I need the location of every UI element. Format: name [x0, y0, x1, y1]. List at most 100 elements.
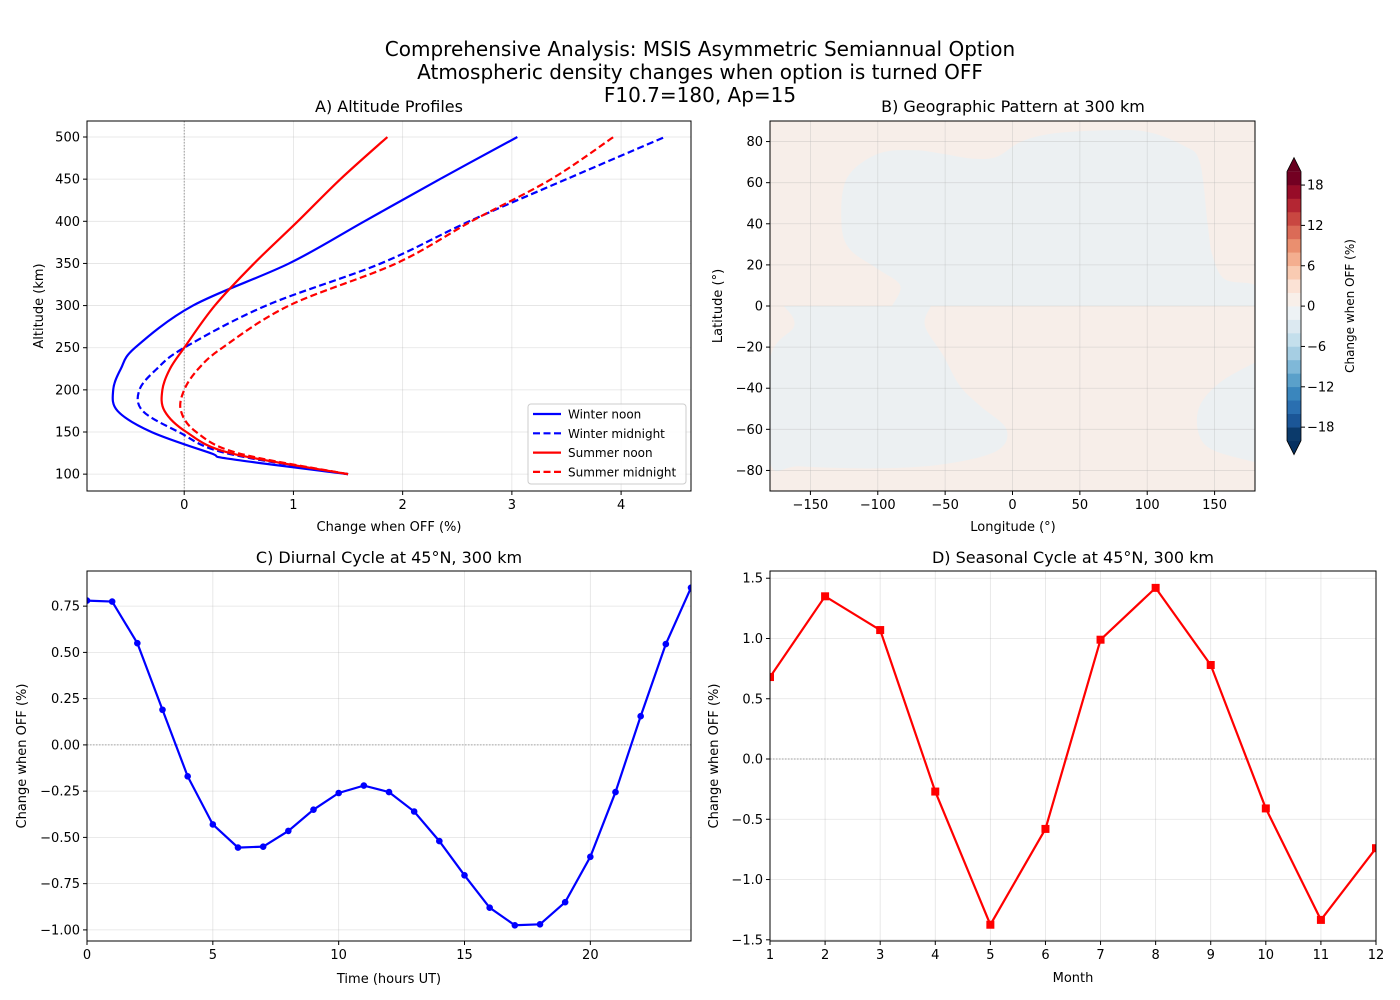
x-tick-label: −50: [931, 498, 958, 513]
y-tick-label: 80: [746, 135, 763, 150]
y-tick-label: 450: [55, 173, 80, 188]
colorbar-bin: [1287, 225, 1301, 240]
panel-a-ylabel: Altitude (km): [32, 263, 47, 348]
colorbar-bin: [1287, 171, 1301, 186]
data-point-marker: [1261, 804, 1270, 813]
x-tick-label: 0: [1008, 498, 1016, 513]
legend-box: [527, 403, 687, 485]
axes-frame: [769, 120, 1256, 492]
colorbar-extend-max: [1287, 157, 1301, 172]
panel-d-seasonal-cycle: 1 2 3 4 5 6 7 8 9 10 11 12−1.5−1.0−0.50.00.51.01.5: [731, 570, 1384, 963]
y-tick-label: 0.5: [742, 692, 763, 707]
panel-b-xlabel: Longitude (°): [970, 520, 1055, 535]
colorbar-bin: [1287, 319, 1301, 334]
data-point-marker: [461, 872, 468, 879]
x-tick-label: 3: [508, 498, 516, 513]
colorbar-bin: [1287, 198, 1301, 213]
contour-negative-region: [1196, 362, 1255, 463]
figure-title-line-3: F10.7=180, Ap=15: [604, 83, 796, 107]
panel-c-diurnal-cycle: 0 5 10 15 20 −1.00 −0.75 −0.50 −0.25 0.00 0.25 0.50…: [40, 570, 692, 963]
data-point-marker: [209, 821, 217, 828]
data-point-marker: [234, 844, 242, 851]
x-tick-label: 1: [766, 948, 774, 963]
plot-marks: [87, 584, 691, 929]
data-point-marker: [1206, 661, 1215, 670]
gridlines: [770, 121, 1255, 491]
x-tick-label: −100: [860, 498, 896, 513]
y-tick-label: 200: [55, 383, 80, 398]
x-tick-label: 0: [180, 498, 188, 513]
colorbar-bin: [1287, 333, 1301, 347]
y-tick-label: 400: [55, 215, 80, 230]
y-tick-label: 20: [746, 258, 763, 273]
figure-title-line-2: Atmospheric density changes when option …: [417, 60, 983, 84]
colorbar-bin: [1287, 346, 1301, 361]
panel-d-ylabel: Change when OFF (%): [707, 684, 722, 829]
colorbar-bin: [1287, 292, 1301, 307]
series-line: [87, 587, 691, 927]
x-tick-label: 9: [1207, 948, 1215, 963]
y-tick-label: 500: [55, 131, 80, 146]
data-point-marker: [87, 597, 91, 604]
contour-negative-region: [841, 129, 1255, 306]
x-tick-label: 5: [209, 948, 217, 963]
x-tick-label: 2: [399, 498, 407, 513]
y-tick-label: −1.00: [40, 923, 80, 938]
colorbar-outline: [1286, 156, 1302, 456]
x-tick-label: 10: [1258, 948, 1275, 963]
data-point-marker: [662, 640, 670, 648]
colorbar-bin: [1287, 386, 1301, 401]
colorbar-tick-label: 12: [1307, 219, 1324, 234]
y-tick-label: 1.5: [742, 572, 763, 587]
x-tick-label: 6: [1041, 948, 1049, 963]
x-tick-label: 4: [617, 498, 625, 513]
x-tick-label: 3: [876, 948, 884, 963]
data-point-marker: [1096, 635, 1105, 644]
panel-d-title: D) Seasonal Cycle at 45°N, 300 km: [932, 548, 1214, 567]
data-point-marker: [410, 808, 418, 815]
panel-c-title: C) Diurnal Cycle at 45°N, 300 km: [256, 548, 522, 567]
figure-title-line-1: Comprehensive Analysis: MSIS Asymmetric …: [385, 37, 1015, 61]
colorbar-bin: [1287, 427, 1301, 441]
colorbar-bin: [1287, 252, 1301, 267]
y-tick-label: −60: [736, 423, 763, 438]
data-point-marker: [587, 853, 594, 861]
colorbar-extend-min: [1287, 440, 1301, 455]
data-point-marker: [876, 626, 885, 635]
plot-marks: [770, 583, 1376, 929]
colorbar: −18 −12 −6 0 6 12 18: [1286, 156, 1334, 456]
data-point-marker: [486, 904, 493, 911]
x-tick-label: 2: [821, 948, 829, 963]
data-point-marker: [536, 921, 544, 928]
panel-b-title: B) Geographic Pattern at 300 km: [881, 97, 1145, 116]
y-tick-label: −0.5: [731, 813, 763, 828]
colorbar-tick-label: −6: [1307, 340, 1326, 355]
colorbar-label: Change when OFF (%): [1343, 239, 1357, 373]
x-tick-label: 50: [1072, 498, 1089, 513]
data-point-marker: [1372, 844, 1376, 853]
x-tick-label: 20: [582, 948, 599, 963]
colorbar-bin: [1287, 279, 1301, 293]
data-point-marker: [310, 806, 317, 813]
y-tick-label: −1.5: [731, 933, 763, 948]
colorbar-bin: [1287, 400, 1301, 414]
panel-a-altitude-profiles: 0 1 2 3 4 100 150 200 250 300 350 400 450 500 Winter n…: [55, 120, 692, 513]
data-point-marker: [1316, 915, 1325, 924]
y-tick-label: −0.50: [40, 831, 80, 846]
y-tick-label: 0: [755, 300, 763, 315]
y-tick-label: 40: [746, 217, 763, 232]
legend-label: Summer midnight: [568, 465, 677, 479]
panel-c-ylabel: Change when OFF (%): [15, 684, 30, 829]
axes-frame: [86, 570, 692, 942]
panel-a-title: A) Altitude Profiles: [315, 97, 463, 116]
data-point-marker: [184, 773, 191, 780]
data-point-marker: [1041, 824, 1050, 833]
x-tick-label: 5: [986, 948, 994, 963]
x-tick-label: 7: [1096, 948, 1104, 963]
data-point-marker: [108, 598, 116, 605]
y-tick-label: 0.00: [51, 738, 80, 753]
y-tick-label: 150: [55, 426, 80, 441]
y-tick-label: −40: [736, 382, 763, 397]
x-tick-label: 0: [83, 948, 91, 963]
x-tick-label: 15: [456, 948, 473, 963]
